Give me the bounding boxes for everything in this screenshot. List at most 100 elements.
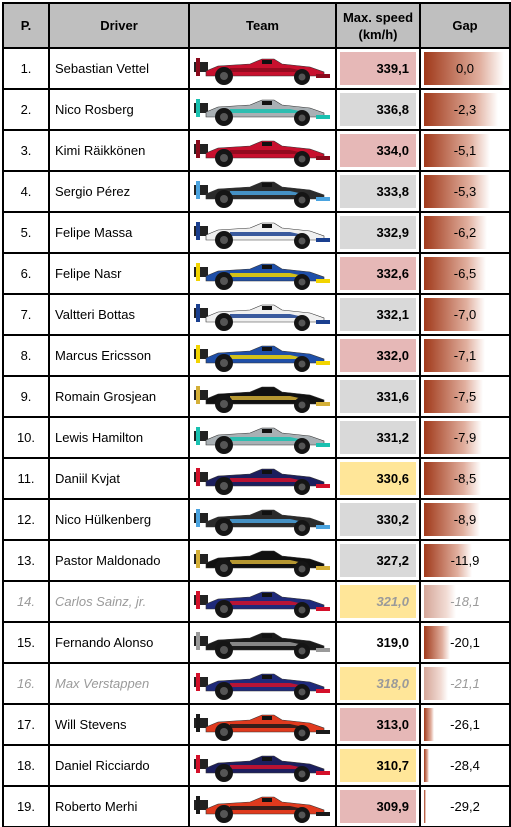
max-speed-value: 327,2 [340,544,416,577]
table-row: 3. Kimi Räikkönen 334,0 -5,1 [2,129,511,172]
mercedes-car-icon [194,99,330,126]
table-row: 18. Daniel Ricciardo 310,7 -28,4 [2,744,511,787]
gap-cell: -8,5 [419,457,511,500]
driver-cell: Nico Hülkenberg [48,498,190,541]
gap-cell: -20,1 [419,621,511,664]
team-cell [188,47,337,90]
gap-cell: -6,2 [419,211,511,254]
position-cell: 7. [2,293,50,336]
driver-cell: Sebastian Vettel [48,47,190,90]
max-speed-value: 331,2 [340,421,416,454]
gap-value: -5,1 [453,143,477,158]
driver-cell: Roberto Merhi [48,785,190,827]
team-cell [188,170,337,213]
red-bull-car-icon [194,468,330,495]
position-cell: 15. [2,621,50,664]
max-speed-value: 332,6 [340,257,416,290]
max-speed-cell: 310,7 [335,744,421,787]
position-cell: 9. [2,375,50,418]
table-row: 4. Sergio Pérez 333,8 -5,3 [2,170,511,213]
team-cell [188,498,337,541]
gap-cell: -7,9 [419,416,511,459]
gap-cell: -8,9 [419,498,511,541]
table-row: 19. Roberto Merhi 309,9 -29,2 [2,785,511,827]
driver-cell: Fernando Alonso [48,621,190,664]
header-max-speed: Max. speed (km/h) [335,2,421,49]
position-cell: 17. [2,703,50,746]
driver-cell: Romain Grosjean [48,375,190,418]
gap-bar [424,749,429,782]
gap-cell: -29,2 [419,785,511,827]
driver-cell: Felipe Nasr [48,252,190,295]
gap-bar [424,216,487,249]
gap-value: -5,3 [453,184,477,199]
max-speed-cell: 334,0 [335,129,421,172]
gap-value: -6,2 [453,225,477,240]
position-cell: 11. [2,457,50,500]
position-cell: 4. [2,170,50,213]
max-speed-value: 339,1 [340,52,416,85]
lotus-car-icon [194,386,330,413]
gap-value: -2,3 [453,102,477,117]
driver-cell: Nico Rosberg [48,88,190,131]
driver-cell: Kimi Räikkönen [48,129,190,172]
max-speed-value: 319,0 [340,626,416,659]
driver-cell: Pastor Maldonado [48,539,190,582]
team-cell [188,662,337,705]
toro-rosso-car-icon [194,591,330,618]
driver-cell: Marcus Ericsson [48,334,190,377]
position-cell: 12. [2,498,50,541]
max-speed-value: 334,0 [340,134,416,167]
max-speed-value: 309,9 [340,790,416,823]
table-row: 1. Sebastian Vettel 339,1 0,0 [2,47,511,90]
header-max-speed-title: Max. speed [342,9,414,25]
gap-value: -6,5 [453,266,477,281]
gap-value: -28,4 [450,758,480,773]
header-team: Team [188,2,337,49]
table-row: 14. Carlos Sainz, jr. 321,0 -18,1 [2,580,511,623]
table-row: 15. Fernando Alonso 319,0 -20,1 [2,621,511,664]
manor-car-icon [194,714,330,741]
gap-bar [424,134,490,167]
table-row: 2. Nico Rosberg 336,8 -2,3 [2,88,511,131]
driver-cell: Will Stevens [48,703,190,746]
ferrari-car-icon [194,58,330,85]
gap-cell: -7,5 [419,375,511,418]
max-speed-value: 336,8 [340,93,416,126]
table-row: 8. Marcus Ericsson 332,0 -7,1 [2,334,511,377]
gap-bar [424,339,485,372]
table-row: 5. Felipe Massa 332,9 -6,2 [2,211,511,254]
max-speed-cell: 331,6 [335,375,421,418]
gap-value: 0,0 [455,61,475,76]
position-cell: 2. [2,88,50,131]
max-speed-value: 318,0 [340,667,416,700]
max-speed-cell: 331,2 [335,416,421,459]
gap-cell: -7,0 [419,293,511,336]
gap-bar [424,708,434,741]
gap-bar [424,52,504,85]
header-row: P. Driver Team Max. speed (km/h) Gap [2,2,511,49]
gap-cell: 0,0 [419,47,511,90]
gap-value: -7,5 [453,389,477,404]
max-speed-cell: 332,1 [335,293,421,336]
williams-car-icon [194,304,330,331]
header-max-speed-unit: (km/h) [358,26,398,42]
toro-rosso-car-icon [194,673,330,700]
driver-cell: Daniel Ricciardo [48,744,190,787]
gap-cell: -5,1 [419,129,511,172]
team-cell [188,88,337,131]
gap-cell: -7,1 [419,334,511,377]
team-cell [188,252,337,295]
gap-bar [424,790,426,823]
gap-bar [424,380,483,413]
gap-value: -11,9 [450,553,480,568]
max-speed-cell: 332,9 [335,211,421,254]
table-row: 13. Pastor Maldonado 327,2 -11,9 [2,539,511,582]
gap-bar [424,667,448,700]
team-cell [188,539,337,582]
max-speed-value: 332,1 [340,298,416,331]
gap-value: -26,1 [450,717,480,732]
max-speed-value: 313,0 [340,708,416,741]
position-cell: 13. [2,539,50,582]
